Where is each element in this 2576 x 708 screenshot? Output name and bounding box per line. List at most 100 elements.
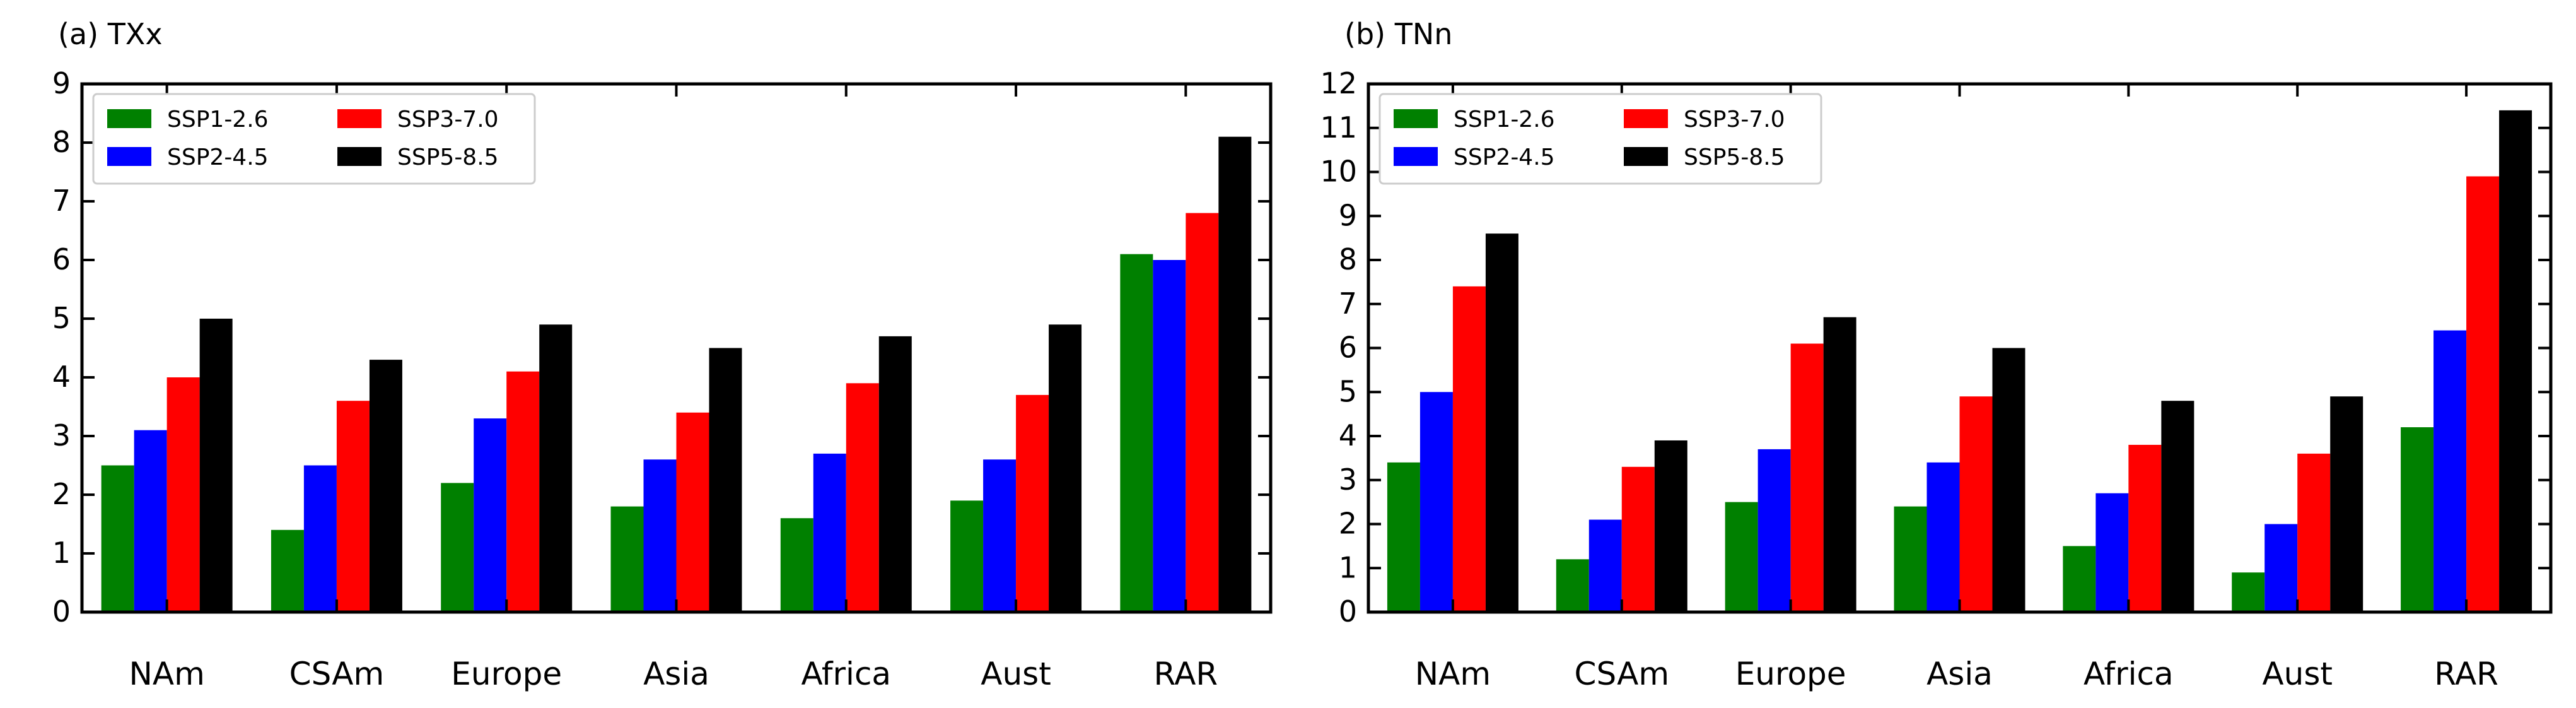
bar-ssp5-8.5-africa <box>2161 401 2194 612</box>
y-tick-label: 2 <box>1339 507 1357 541</box>
y-tick-label: 4 <box>1339 418 1357 452</box>
x-tick-label-asia: Asia <box>1926 656 1993 692</box>
bar-ssp5-8.5-nam <box>1485 233 1518 612</box>
x-tick-label-europe: Europe <box>451 656 562 692</box>
x-axis: NAm CSAm Europe Asia Africa Aust RAR <box>129 84 1218 692</box>
bar-ssp1-2.6-csam <box>1556 559 1589 612</box>
bar-ssp3-7.0-aust <box>2297 453 2331 612</box>
y-tick-label: 1 <box>1339 550 1357 584</box>
y-tick-label: 4 <box>52 360 71 394</box>
legend-box <box>92 93 536 185</box>
bar-ssp1-2.6-rar <box>2401 427 2434 612</box>
legend-swatch-ssp2-4.5 <box>107 147 151 166</box>
legend-label-ssp3-7.0: SSP3-7.0 <box>1684 107 1785 133</box>
y-tick-label: 10 <box>1320 155 1357 189</box>
bar-ssp3-7.0-africa <box>2128 444 2162 612</box>
bar-ssp3-7.0-csam <box>336 401 370 612</box>
bar-group <box>101 136 1252 613</box>
y-tick-label: 3 <box>52 418 71 452</box>
y-tick-label: 0 <box>52 594 71 628</box>
y-tick-label: 6 <box>52 242 71 276</box>
bar-ssp5-8.5-rar <box>1218 136 1252 612</box>
bar-ssp5-8.5-asia <box>1992 348 2025 612</box>
y-tick-label: 1 <box>52 536 71 570</box>
bar-ssp5-8.5-africa <box>878 336 912 612</box>
legend-swatch-ssp3-7.0 <box>337 109 382 128</box>
plot-frame <box>1367 82 2553 614</box>
y-tick-label: 5 <box>52 301 71 335</box>
legend-label-ssp1-2.6: SSP1-2.6 <box>1454 107 1555 133</box>
legend-label-ssp3-7.0: SSP3-7.0 <box>397 107 499 133</box>
legend-swatch-ssp5-8.5 <box>337 147 382 166</box>
bar-ssp3-7.0-nam <box>1452 286 1486 613</box>
legend-swatch-ssp2-4.5 <box>1394 147 1438 166</box>
bar-ssp3-7.0-csam <box>1621 466 1655 612</box>
x-tick-label-csam: CSAm <box>289 656 385 692</box>
bar-ssp1-2.6-csam <box>271 529 304 612</box>
y-tick-label: 0 <box>1339 594 1357 628</box>
bar-ssp3-7.0-europe <box>506 371 540 612</box>
bar-ssp5-8.5-csam <box>1654 440 1687 612</box>
y-tick-label: 7 <box>52 184 71 218</box>
panel-title: (b) TNn <box>1344 17 1452 51</box>
legend-swatch-ssp1-2.6 <box>107 109 151 128</box>
bar-ssp1-2.6-africa <box>780 518 813 612</box>
bar-ssp3-7.0-rar <box>2466 176 2500 613</box>
legend-label-ssp2-4.5: SSP2-4.5 <box>1454 145 1555 170</box>
legend-swatch-ssp3-7.0 <box>1624 109 1668 128</box>
bar-ssp2-4.5-csam <box>1588 519 1622 612</box>
x-tick-label-nam: NAm <box>129 656 204 692</box>
bar-ssp2-4.5-aust <box>983 459 1017 612</box>
bar-ssp5-8.5-aust <box>2330 396 2363 612</box>
bar-ssp3-7.0-europe <box>1790 343 1824 612</box>
bar-ssp1-2.6-aust <box>2232 572 2265 612</box>
legend-label-ssp5-8.5: SSP5-8.5 <box>1684 145 1785 170</box>
bar-ssp2-4.5-asia <box>1926 462 1960 612</box>
panel-title: (a) TXx <box>58 17 163 51</box>
panel-txx: (a) TXx 0 1 2 3 4 5 6 7 8 9 NAm CSAm Europe Asia Afri… <box>52 17 1273 692</box>
bar-ssp1-2.6-africa <box>2063 546 2096 612</box>
bar-ssp2-4.5-aust <box>2264 524 2298 612</box>
bar-ssp3-7.0-aust <box>1016 394 1049 612</box>
bar-ssp3-7.0-asia <box>1959 396 1993 612</box>
x-tick-label-africa: Africa <box>801 656 891 692</box>
bar-ssp3-7.0-asia <box>676 412 709 612</box>
bar-ssp2-4.5-europe <box>1757 449 1791 612</box>
bar-ssp5-8.5-europe <box>1823 317 1856 612</box>
bar-ssp3-7.0-nam <box>166 377 200 612</box>
bar-ssp5-8.5-csam <box>369 360 402 612</box>
legend: SSP1-2.6 SSP2-4.5 SSP3-7.0 SSP5-8.5 <box>92 93 536 185</box>
x-axis: NAm CSAm Europe Asia Africa Aust RAR <box>1415 84 2498 692</box>
bar-ssp2-4.5-csam <box>303 465 337 612</box>
plot-frame <box>80 82 1273 614</box>
bar-ssp3-7.0-africa <box>846 383 879 612</box>
y-tick-label: 8 <box>52 125 71 159</box>
bar-ssp2-4.5-africa <box>2095 493 2129 612</box>
bar-ssp5-8.5-aust <box>1049 324 1082 612</box>
y-axis: 0 1 2 3 4 5 6 7 8 9 <box>52 66 1271 628</box>
legend-box <box>1378 93 1822 185</box>
legend-label-ssp2-4.5: SSP2-4.5 <box>167 145 269 170</box>
bar-ssp2-4.5-nam <box>1419 392 1453 612</box>
x-tick-label-nam: NAm <box>1415 656 1491 692</box>
y-tick-label: 11 <box>1320 110 1357 145</box>
x-tick-label-csam: CSAm <box>1575 656 1670 692</box>
y-tick-label: 6 <box>1339 331 1357 365</box>
y-tick-label: 3 <box>1339 463 1357 497</box>
legend-label-ssp5-8.5: SSP5-8.5 <box>397 145 499 170</box>
bar-ssp2-4.5-rar <box>1153 260 1186 612</box>
bar-ssp2-4.5-africa <box>813 453 846 612</box>
bar-ssp1-2.6-europe <box>441 483 474 612</box>
bar-group <box>1387 110 2532 613</box>
y-tick-label: 9 <box>1339 198 1357 232</box>
bar-ssp1-2.6-nam <box>101 465 134 612</box>
x-tick-label-rar: RAR <box>1154 656 1218 692</box>
bar-ssp2-4.5-asia <box>643 459 677 612</box>
legend-swatch-ssp1-2.6 <box>1394 109 1438 128</box>
x-tick-label-africa: Africa <box>2084 656 2174 692</box>
x-tick-label-aust: Aust <box>981 656 1051 692</box>
y-tick-label: 12 <box>1320 66 1357 100</box>
